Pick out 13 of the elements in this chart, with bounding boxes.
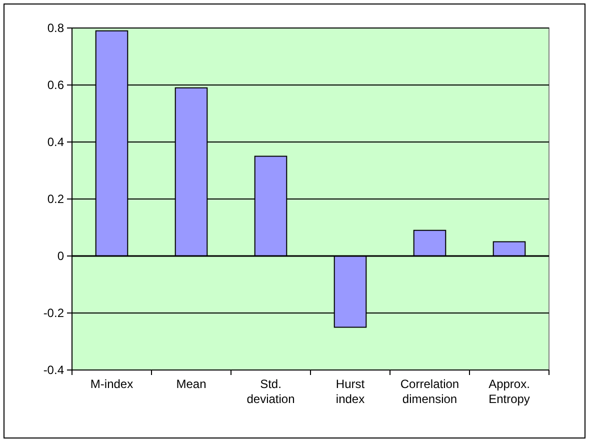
x-tick-label: Mean xyxy=(176,377,206,391)
x-tick-label: Std. deviation xyxy=(246,377,295,406)
y-tick-label: -0.4 xyxy=(43,363,64,378)
y-tick-label: 0.8 xyxy=(47,21,64,36)
x-tick-label: Hurst index xyxy=(336,377,366,406)
y-tick-label: 0.4 xyxy=(47,135,64,150)
y-tick-label: 0 xyxy=(57,249,64,264)
x-tick-label: M-index xyxy=(90,377,134,391)
x-tick-label: Approx. Entropy xyxy=(488,377,530,406)
x-tick-label: Correlation dimension xyxy=(400,377,460,406)
y-tick-label: 0.2 xyxy=(47,192,64,206)
y-tick-label: 0.6 xyxy=(47,78,64,92)
y-tick-label: -0.2 xyxy=(43,306,64,320)
